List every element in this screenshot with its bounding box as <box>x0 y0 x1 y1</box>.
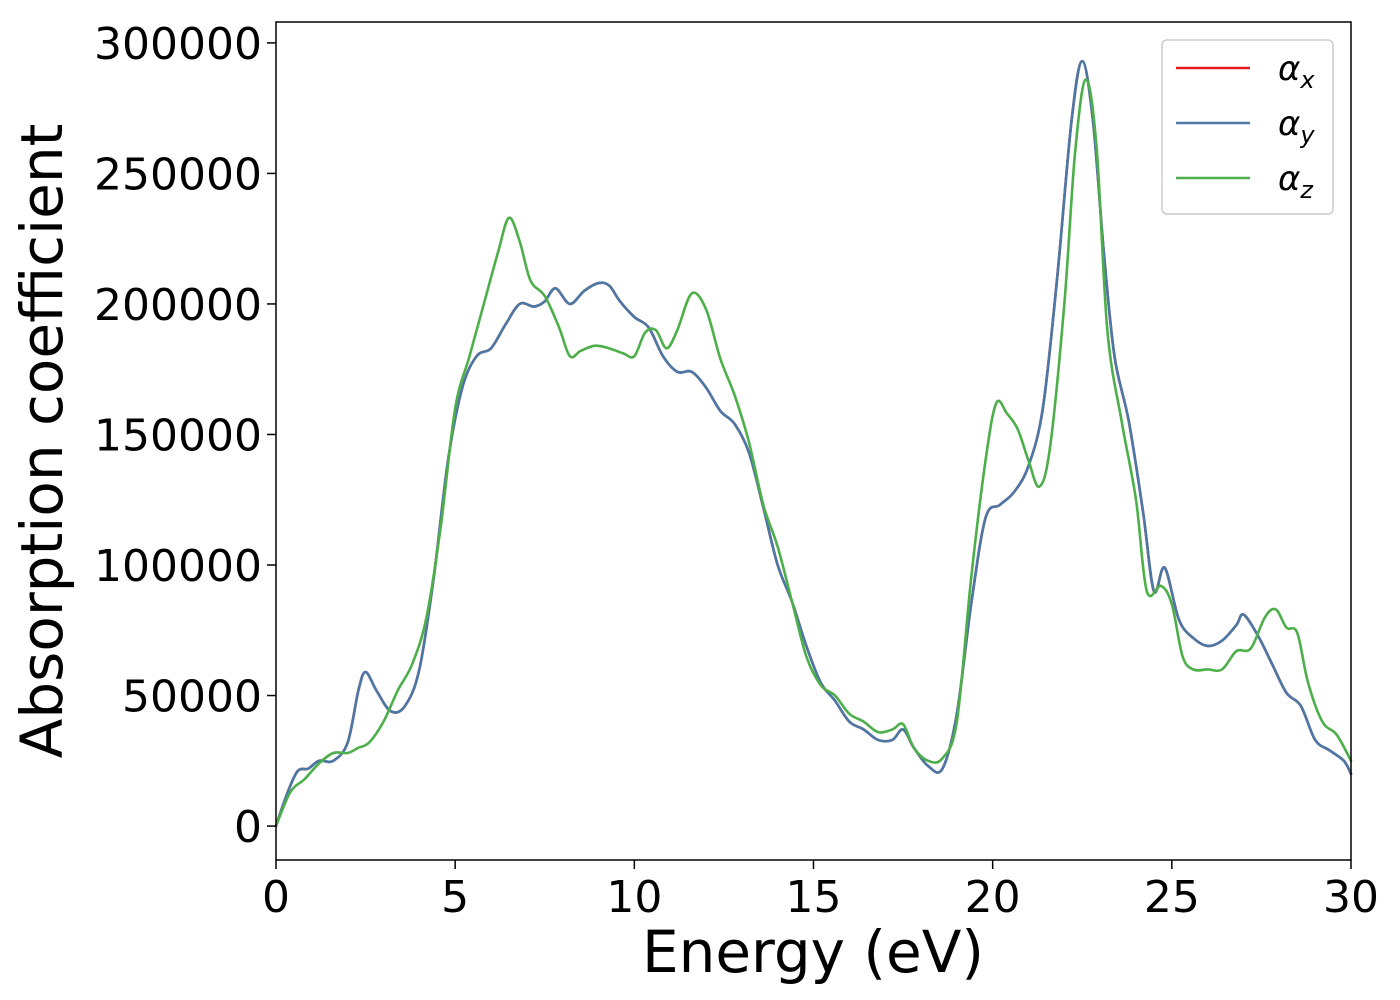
series-layer <box>274 59 1353 828</box>
x-tick-label: 20 <box>965 872 1021 923</box>
y-tick-label: 200000 <box>94 280 262 331</box>
y-tick-label: 100000 <box>94 541 262 592</box>
x-tick-label: 5 <box>441 872 469 923</box>
y-tick-label: 300000 <box>94 19 262 70</box>
x-tick-label: 0 <box>262 872 290 923</box>
legend: αx αy αz <box>1161 39 1334 215</box>
x-tick-label: 30 <box>1323 872 1379 923</box>
series-line-z <box>274 78 1353 828</box>
legend-label-y: αy <box>1278 104 1315 149</box>
legend-label-z: αz <box>1278 159 1314 204</box>
x-tick-label: 15 <box>786 872 842 923</box>
y-tick-label: 150000 <box>94 410 262 461</box>
y-axis-title: Absorption coefficient <box>8 124 76 759</box>
legend-box <box>1161 39 1334 215</box>
x-tick-label: 25 <box>1144 872 1200 923</box>
x-axis: 0 5 10 15 20 25 30 <box>262 860 1379 923</box>
x-tick-label: 10 <box>606 872 662 923</box>
x-axis-title: Energy (eV) <box>642 918 984 986</box>
y-tick-label: 50000 <box>122 672 262 723</box>
y-tick-label: 250000 <box>94 149 262 200</box>
y-axis: 0 50000 100000 150000 200000 250000 300000 <box>94 19 276 853</box>
legend-items: αx αy αz <box>1176 49 1315 204</box>
y-tick-label: 0 <box>234 802 262 853</box>
legend-label-x: αx <box>1278 49 1315 94</box>
